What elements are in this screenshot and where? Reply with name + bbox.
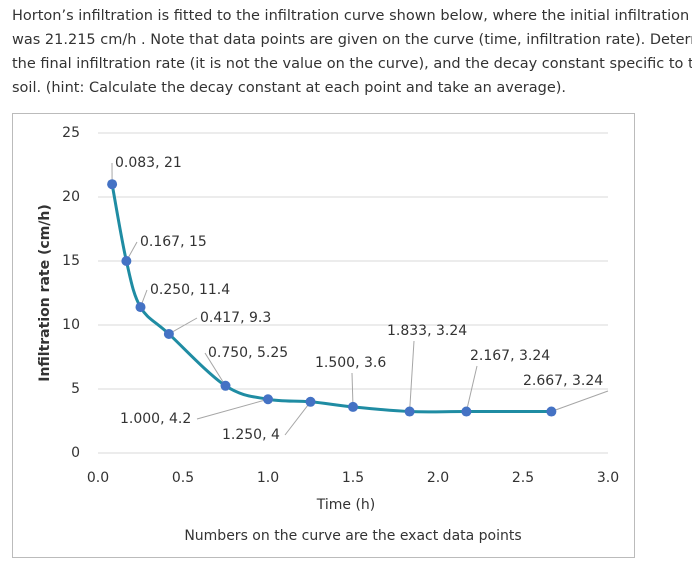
data-label: 0.083, 21 (115, 155, 182, 171)
question-line: the final infiltration rate (it is not t… (12, 56, 692, 72)
data-point (107, 179, 118, 190)
data-point (461, 406, 472, 417)
y-tick-label: 25 (62, 125, 80, 141)
data-label: 1.000, 4.2 (120, 411, 191, 427)
chart-note: Numbers on the curve are the exact data … (184, 528, 521, 544)
leader-line (465, 365, 478, 412)
leader-line (168, 317, 198, 335)
x-tick-label: 2.0 (427, 470, 449, 486)
x-tick-label: 0.0 (87, 470, 109, 486)
data-label: 0.417, 9.3 (200, 310, 271, 326)
question-line: soil. (hint: Calculate the decay constan… (12, 80, 567, 96)
leader-line (284, 401, 311, 436)
data-label: 1.833, 3.24 (387, 323, 467, 339)
x-tick-label: 1.0 (257, 470, 279, 486)
y-tick-label: 10 (62, 317, 80, 333)
data-point (135, 302, 146, 313)
data-label: 2.667, 3.24 (523, 373, 603, 389)
question-line: Horton’s infiltration is fitted to the i… (12, 8, 692, 24)
data-point (348, 401, 358, 412)
data-label: 0.167, 15 (140, 234, 207, 250)
x-tick-label: 2.5 (512, 470, 534, 486)
data-point (404, 406, 415, 417)
data-label: 0.250, 11.4 (150, 282, 230, 298)
data-point (163, 328, 174, 339)
leader-line (351, 372, 354, 407)
data-point (220, 380, 231, 391)
x-tick-label: 3.0 (597, 470, 619, 486)
leader-line (409, 340, 415, 412)
chart-border (12, 113, 635, 558)
question-line: was 21.215 cm/h . Note that data points … (12, 32, 692, 48)
leader-line (196, 398, 269, 420)
data-point (121, 256, 132, 266)
data-label: 1.500, 3.6 (315, 355, 386, 371)
y-axis-label: Infiltration rate (cm/h) (37, 204, 53, 382)
data-point (546, 406, 557, 417)
data-point (263, 394, 273, 405)
y-tick-label: 0 (71, 445, 80, 461)
data-label: 2.167, 3.24 (470, 348, 550, 364)
data-label: 0.750, 5.25 (208, 345, 288, 361)
y-tick-label: 15 (62, 253, 80, 269)
y-tick-label: 20 (62, 189, 80, 205)
x-tick-label: 1.5 (342, 470, 364, 486)
data-label: 1.250, 4 (222, 427, 280, 443)
data-point (305, 396, 316, 407)
x-axis-label: Time (h) (316, 497, 376, 513)
y-tick-label: 5 (71, 381, 80, 397)
x-tick-label: 0.5 (172, 470, 194, 486)
curve (110, 183, 552, 414)
leader-line (204, 352, 226, 387)
leader-line (551, 390, 609, 412)
